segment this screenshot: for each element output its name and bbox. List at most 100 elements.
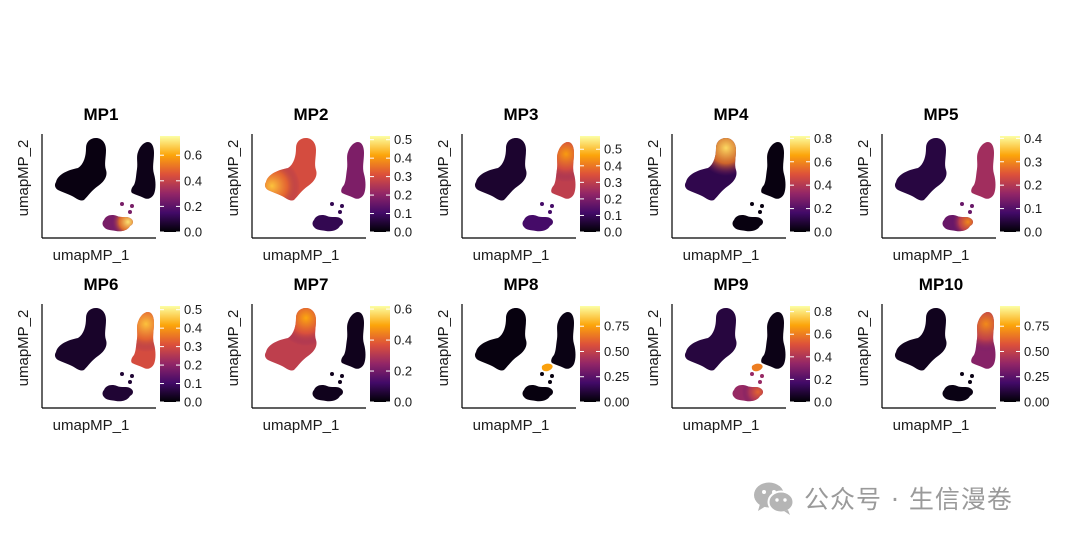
cluster-bottom-cluster [312, 215, 343, 232]
colorbar-tick-label: 0.1 [1024, 201, 1042, 216]
x-axis-label: umapMP_1 [683, 417, 760, 434]
y-axis-label: umapMP_2 [225, 310, 242, 387]
colorbar-gradient [790, 306, 810, 402]
colorbar-tick-label: 0.6 [394, 302, 412, 317]
cluster-dot [338, 210, 342, 214]
colorbar-tick-label: 0.4 [394, 333, 412, 348]
colorbar: 0.0 0.2 0.4 0.6 [370, 302, 412, 410]
colorbar-gradient [580, 136, 600, 232]
colorbar: 0.00.10.20.30.40.5 [580, 136, 622, 240]
colorbar-tick-label: 0.75 [1024, 319, 1049, 334]
colorbar-tick-label: 0.00 [1024, 395, 1049, 410]
x-axis-label: umapMP_1 [263, 417, 340, 434]
cluster-dot [340, 204, 344, 208]
umap-plot [474, 308, 576, 402]
panel-grid: MP1 umapMP_1 umapMP_2 0.0 0.2 0.4 0.6 MP2 umapMP… [15, 105, 1049, 434]
x-axis-label: umapMP_1 [893, 247, 970, 264]
cluster-dot [968, 210, 972, 214]
cluster-dot [968, 380, 972, 384]
colorbar-tick-label: 0.4 [394, 151, 412, 166]
watermark: 公众号 · 生信漫卷 [752, 478, 1013, 518]
panel-mp10: MP10 umapMP_1 umapMP_2 0.00 0.25 0.50 0.75 [855, 275, 1049, 434]
colorbar-tick-label: 0.3 [184, 339, 202, 354]
colorbar-tick-label: 0.25 [604, 369, 629, 384]
hotspot-bridge [541, 363, 553, 372]
colorbar-tick-label: 0.5 [184, 302, 202, 317]
colorbar: 0.00.10.20.30.40.5 [370, 132, 412, 240]
cluster-bottom-cluster [312, 385, 343, 402]
cluster-right-cluster [551, 312, 576, 369]
colorbar-tick-label: 0.8 [814, 304, 832, 319]
colorbar-tick-label: 0.2 [394, 364, 412, 379]
cluster-dot [130, 204, 134, 208]
colorbar-tick-label: 0.6 [184, 148, 202, 163]
colorbar-tick-label: 0.1 [184, 376, 202, 391]
cluster-right-cluster [341, 142, 366, 199]
colorbar-tick-label: 0.4 [184, 321, 202, 336]
hotspot-bottom-cluster [112, 215, 133, 232]
cluster-upper-left [894, 138, 947, 201]
colorbar-tick-label: 0.0 [394, 395, 412, 410]
panel-mp5: MP5 umapMP_1 umapMP_2 0.0 0.1 0.2 0.3 0.4 [855, 105, 1042, 264]
colorbar: 0.0 0.2 0.4 0.6 0.8 [790, 304, 832, 410]
colorbar-tick-label: 0.0 [184, 225, 202, 240]
cluster-right-cluster [341, 312, 366, 369]
colorbar: 0.00 0.25 0.50 0.75 [1000, 306, 1049, 410]
hotspot-bottom-cluster [952, 215, 973, 232]
umap-plot [684, 308, 786, 402]
cluster-dot [338, 380, 342, 384]
colorbar-tick-label: 0.2 [604, 191, 622, 206]
cluster-right-cluster [761, 142, 786, 199]
umap-plot [894, 138, 996, 232]
colorbar: 0.0 0.2 0.4 0.6 [160, 136, 202, 240]
colorbar-tick-label: 0.50 [1024, 344, 1049, 359]
cluster-dot [760, 204, 764, 208]
cluster-dot [548, 380, 552, 384]
cluster-dot [540, 202, 544, 206]
cluster-dot [750, 372, 754, 376]
colorbar-tick-label: 0.6 [814, 154, 832, 169]
colorbar-gradient [580, 306, 600, 402]
hotspot-bridge [751, 363, 763, 372]
colorbar-tick-label: 0.1 [604, 208, 622, 223]
panel-title: MP4 [714, 105, 750, 124]
umap-plot [54, 308, 156, 402]
cluster-bottom-cluster [732, 215, 763, 232]
colorbar-tick-label: 0.0 [814, 225, 832, 240]
cluster-right-cluster [131, 142, 156, 199]
colorbar: 0.0 0.2 0.4 0.6 0.8 [790, 131, 832, 240]
cluster-dot [330, 372, 334, 376]
cluster-upper-left [894, 308, 947, 371]
panel-mp2: MP2 umapMP_1 umapMP_2 0.0 0.1 0.2 0.3 0.4 0.5 [225, 105, 412, 264]
panel-mp1: MP1 umapMP_1 umapMP_2 0.0 0.2 0.4 0.6 [15, 105, 202, 264]
colorbar-gradient [790, 136, 810, 232]
colorbar-gradient [370, 306, 390, 402]
umap-plot [54, 138, 156, 232]
cluster-dot [970, 204, 974, 208]
x-axis-label: umapMP_1 [683, 247, 760, 264]
colorbar-tick-label: 0.0 [604, 225, 622, 240]
x-axis-label: umapMP_1 [53, 417, 130, 434]
colorbar-tick-label: 0.8 [814, 131, 832, 146]
colorbar-tick-label: 0.4 [814, 178, 832, 193]
cluster-dot [550, 204, 554, 208]
cluster-dot [330, 202, 334, 206]
panel-title: MP9 [714, 275, 749, 294]
cluster-dot [340, 374, 344, 378]
colorbar-gradient [1000, 136, 1020, 232]
colorbar-tick-label: 0.2 [814, 201, 832, 216]
colorbar-tick-label: 0.0 [184, 395, 202, 410]
x-axis-label: umapMP_1 [473, 417, 550, 434]
panel-title: MP10 [919, 275, 963, 294]
panel-title: MP5 [924, 105, 959, 124]
y-axis-label: umapMP_2 [435, 310, 452, 387]
cluster-upper-left [474, 308, 527, 371]
colorbar-tick-label: 0.6 [814, 327, 832, 342]
colorbar-tick-label: 0.3 [604, 175, 622, 190]
colorbar-tick-label: 0.2 [184, 358, 202, 373]
cluster-bottom-cluster [102, 385, 133, 402]
cluster-dot [120, 372, 124, 376]
panel-mp9: MP9 umapMP_1 umapMP_2 0.0 0.2 0.4 0.6 0.8 [645, 275, 832, 434]
y-axis-label: umapMP_2 [855, 140, 872, 217]
cluster-right-cluster [971, 142, 996, 199]
